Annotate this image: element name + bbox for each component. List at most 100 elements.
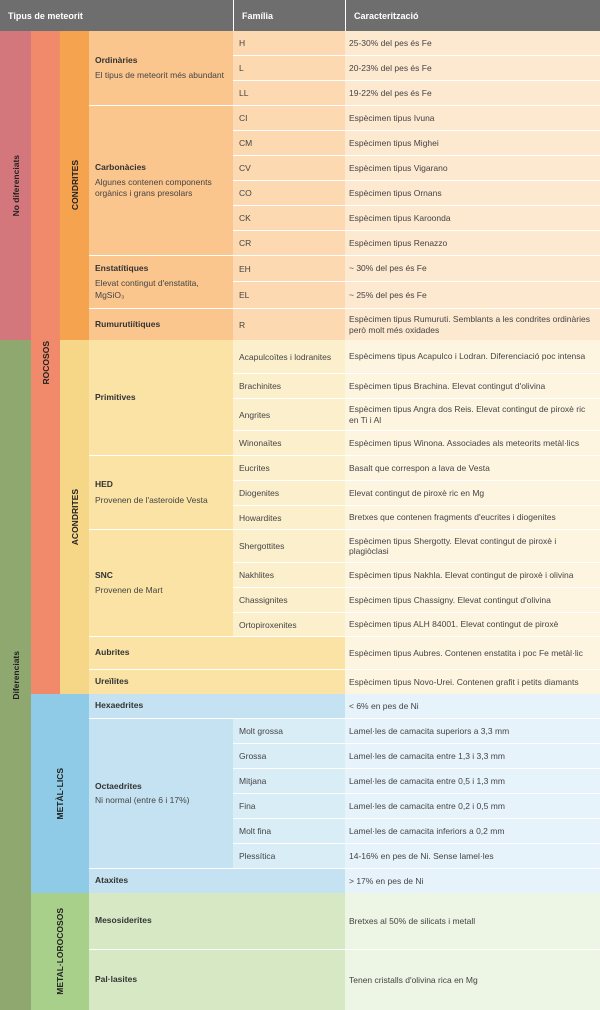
fam-r-text: R (239, 319, 246, 330)
group-aubrites: Aubrites (89, 637, 345, 670)
car-el: ~ 25% del pes és Fe (345, 282, 600, 309)
group-ordinaries: Ordinàries El tipus de meteorit més abun… (89, 31, 233, 106)
fam-fina-text: Fina (239, 801, 256, 811)
fam-howardites: Howardites (233, 506, 345, 530)
fam-el: EL (233, 282, 345, 309)
rumurutiitiques-title: Rumurutiítiques (95, 318, 161, 329)
hed-title: HED (95, 479, 113, 490)
group-ureilites: Ureïlites (89, 670, 345, 694)
ordinaries-title: Ordinàries (95, 54, 138, 65)
car-eh: ~ 30% del pes és Fe (345, 256, 600, 282)
header-tipus: Tipus de meteorit (0, 0, 233, 31)
car-grossa-text: Lamel·les de camacita entre 1,3 i 3,3 mm (349, 750, 505, 761)
car-aubrites: Espècimen tipus Aubres. Contenen enstati… (345, 637, 600, 670)
fam-eh-text: EH (239, 263, 251, 274)
fam-l-text: L (239, 63, 244, 73)
car-howardites-text: Bretxes que contenen fragments d'eucrite… (349, 512, 556, 523)
carbonacies-title: Carbonàcies (95, 161, 147, 172)
fam-cv-text: CV (239, 163, 251, 173)
car-molt-fina-text: Lamel·les de camacita inferiors a 0,2 mm (349, 825, 505, 836)
fam-plessitica: Plessítica (233, 844, 345, 869)
group-snc: SNC Provenen de Mart (89, 530, 233, 637)
acondrites-label: ACONDRITES (69, 488, 80, 546)
metall-rocosos-label: METAL·LOROCOSOS (55, 908, 65, 995)
car-molt-fina: Lamel·les de camacita inferiors a 0,2 mm (345, 819, 600, 844)
car-ureilites-text: Espècimen tipus Novo-Urei. Contenen graf… (349, 676, 579, 687)
car-plessitica-text: 14-16% en pes de Ni. Sense lamel·les (349, 850, 494, 861)
fam-ll-text: LL (239, 88, 249, 98)
fam-nakhlites-text: Nakhlites (239, 570, 274, 580)
fam-cv: CV (233, 156, 345, 181)
fam-nakhlites: Nakhlites (233, 563, 345, 588)
car-brachinites-text: Espècimen tipus Brachina. Elevat conting… (349, 380, 546, 391)
fam-acapulcoites-text: Acapulcoïtes i lodranites (239, 351, 332, 362)
fam-chassignites-text: Chassignites (239, 595, 288, 605)
car-ci: Espècimen tipus Ivuna (345, 106, 600, 131)
enstatitiques-desc: Elevat contingut d'enstatita, MgSiO₃ (95, 278, 199, 300)
car-ll-text: 19-22% del pes és Fe (349, 87, 432, 98)
car-cv: Espècimen tipus Vigarano (345, 156, 600, 181)
group-pallasites: Pal·lasites (89, 950, 345, 1010)
group-carbonacies: Carbonàcies Algunes contenen components … (89, 106, 233, 256)
group-primitives: Primitives (89, 340, 233, 456)
car-ortopiroxenites-text: Espècimen tipus ALH 84001. Elevat contin… (349, 619, 559, 630)
fam-shergottites-text: Shergottites (239, 541, 285, 551)
car-grossa: Lamel·les de camacita entre 1,3 i 3,3 mm (345, 744, 600, 769)
car-eh-text: ~ 30% del pes és Fe (349, 263, 427, 274)
ataxites-title: Ataxites (95, 875, 129, 886)
fam-brachinites-text: Brachinites (239, 381, 282, 391)
car-aubrites-text: Espècimen tipus Aubres. Contenen enstati… (349, 647, 583, 658)
car-ureilites: Espècimen tipus Novo-Urei. Contenen graf… (345, 670, 600, 694)
car-mesosiderites-text: Bretxes al 50% de silicats i metall (349, 915, 476, 926)
fam-eucrites: Eucrites (233, 456, 345, 481)
group-hed: HED Provenen de l'asteroide Vesta (89, 456, 233, 530)
fam-chassignites: Chassignites (233, 588, 345, 613)
fam-diogenites: Diogenites (233, 481, 345, 506)
car-mitjana: Lamel·les de camacita entre 0,5 i 1,3 mm (345, 769, 600, 794)
car-winonaites-text: Espècimen tipus Winona. Associades als m… (349, 437, 580, 448)
rocosos-label: ROCOSOS (40, 340, 51, 385)
car-bg-acondrites (345, 340, 600, 694)
fam-el-text: EL (239, 290, 250, 300)
fam-mitjana-text: Mitjana (239, 776, 267, 786)
fam-fina: Fina (233, 794, 345, 819)
fam-ci: CI (233, 106, 345, 131)
group-octaedrites: Octaedrites Ni normal (entre 6 i 17%) (89, 719, 233, 869)
fam-molt-fina-text: Molt fina (239, 826, 272, 836)
car-ortopiroxenites: Espècimen tipus ALH 84001. Elevat contin… (345, 613, 600, 637)
car-eucrites: Basalt que correspon a lava de Vesta (345, 456, 600, 481)
car-molt-grossa: Lamel·les de camacita superiors a 3,3 mm (345, 719, 600, 744)
hed-desc: Provenen de l'asteroide Vesta (95, 494, 208, 505)
col-no-diferenciats: No diferenciats (0, 31, 31, 340)
car-pallasites: Tenen cristalls d'olivina rica en Mg (345, 950, 600, 1010)
fam-h-text: H (239, 38, 246, 48)
diferenciats-label: Diferenciats (10, 650, 21, 700)
car-shergottites-text: Espècimen tipus Shergotty. Elevat contin… (349, 535, 557, 556)
fam-cr: CR (233, 231, 345, 256)
col-diferenciats: Diferenciats (0, 340, 31, 1010)
car-acapulcoites: Espècimens tipus Acapulco i Lodran. Dife… (345, 340, 600, 374)
car-eucrites-text: Basalt que correspon a lava de Vesta (349, 462, 490, 473)
car-howardites: Bretxes que contenen fragments d'eucrite… (345, 506, 600, 530)
fam-ll: LL (233, 81, 345, 106)
mesosiderites-title: Mesosiderites (95, 915, 152, 926)
fam-eh: EH (233, 256, 345, 282)
car-ck: Espècimen tipus Karoonda (345, 206, 600, 231)
col-condrites: CONDRITES (60, 31, 89, 340)
car-el-text: ~ 25% del pes és Fe (349, 289, 427, 300)
fam-diogenites-text: Diogenites (239, 488, 280, 498)
fam-cm: CM (233, 131, 345, 156)
car-winonaites: Espècimen tipus Winona. Associades als m… (345, 431, 600, 456)
car-brachinites: Espècimen tipus Brachina. Elevat conting… (345, 374, 600, 399)
fam-winonaites-text: Winonaïtes (239, 438, 282, 448)
condrites-label: CONDRITES (69, 160, 80, 211)
fam-co: CO (233, 181, 345, 206)
car-bg-condrites (345, 31, 600, 340)
car-hexaedrites-text: < 6% en pes de Ni (349, 700, 419, 711)
fam-ck-text: CK (239, 213, 251, 223)
car-plessitica: 14-16% en pes de Ni. Sense lamel·les (345, 844, 600, 869)
snc-desc: Provenen de Mart (95, 585, 163, 595)
car-shergottites: Espècimen tipus Shergotty. Elevat contin… (345, 530, 600, 563)
fam-h: H (233, 31, 345, 56)
aubrites-title: Aubrites (95, 647, 130, 658)
